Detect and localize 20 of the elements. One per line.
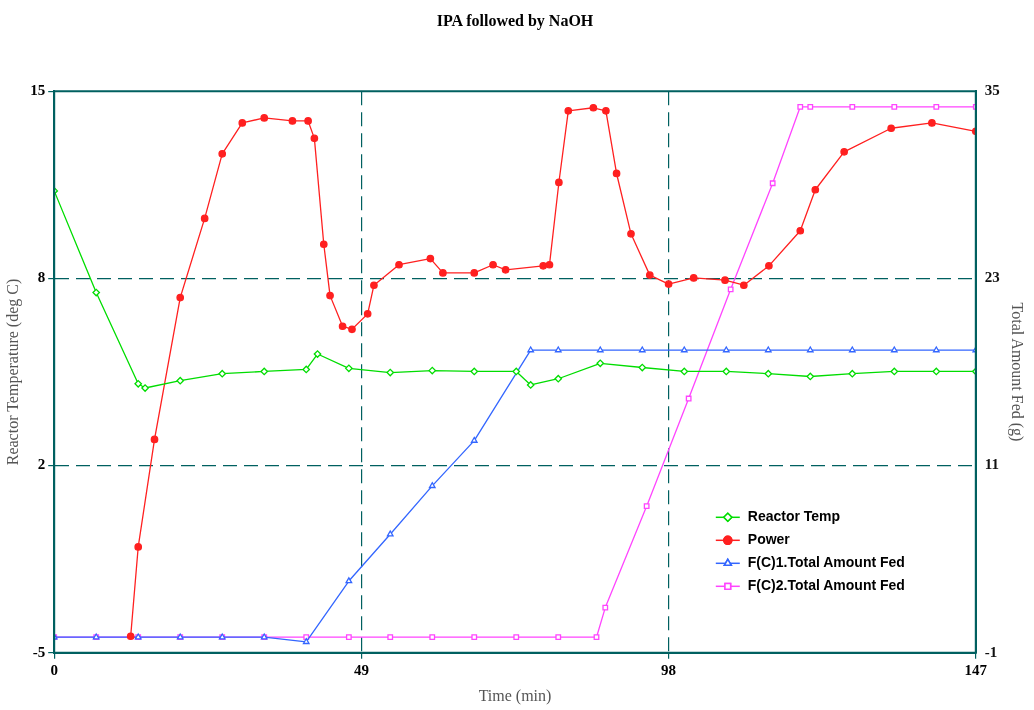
legend-label: F(C)1.Total Amount Fed <box>747 554 905 571</box>
legend-label: Power <box>747 531 791 548</box>
legend-label: Reactor Temp <box>747 508 841 525</box>
y2-tick-label: -1 <box>984 643 998 660</box>
x-tick-label: 147 <box>964 661 988 678</box>
y-axis-title: Reactor Temperature (deg C) <box>3 278 22 466</box>
y-tick-label: -5 <box>32 643 46 660</box>
x-tick-label: 98 <box>661 661 677 678</box>
y2-tick-label: 11 <box>984 456 999 473</box>
x-tick-label: 49 <box>353 661 369 678</box>
y2-axis-title: Total Amount Fed (g) <box>1008 302 1027 442</box>
y-tick-label: 8 <box>37 269 46 286</box>
x-axis-title: Time (min) <box>478 686 552 705</box>
y-tick-label: 15 <box>30 82 46 99</box>
chart-title: IPA followed by NaOH <box>436 11 594 30</box>
y2-tick-label: 23 <box>984 269 1000 286</box>
y-tick-label: 2 <box>37 456 46 473</box>
x-tick-label: 0 <box>50 661 58 678</box>
legend-label: F(C)2.Total Amount Fed <box>747 577 905 594</box>
y2-tick-label: 35 <box>984 82 1000 99</box>
